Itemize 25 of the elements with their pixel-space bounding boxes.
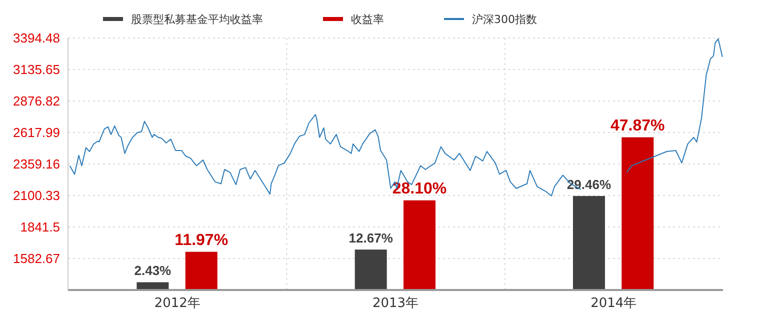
- data-label: 2.43%: [134, 263, 172, 278]
- y-tick-label: 3394.48: [13, 30, 60, 46]
- x-tick-label: 2013年: [372, 296, 419, 312]
- y-tick-label: 1841.5: [20, 220, 60, 235]
- x-tick-label: 2012年: [154, 296, 200, 312]
- y-tick-label: 2100.33: [13, 188, 60, 204]
- bar: [354, 250, 387, 290]
- y-tick-label: 2876.82: [13, 94, 60, 109]
- legend-label: 收益率: [351, 12, 384, 26]
- data-label: 28.10%: [392, 180, 447, 198]
- x-tick-label: 2014年: [590, 296, 637, 312]
- bar: [404, 200, 436, 290]
- y-tick-label: 1582.67: [13, 251, 60, 266]
- bar: [136, 282, 169, 290]
- bar: [185, 252, 218, 290]
- data-label: 12.67%: [348, 230, 394, 246]
- legend-label: 沪深300指数: [472, 12, 537, 26]
- y-tick-label: 2359.16: [13, 156, 60, 172]
- y-tick-label: 2617.99: [13, 125, 60, 140]
- y-tick-label: 3135.65: [13, 62, 60, 78]
- bar: [622, 137, 654, 290]
- bar: [572, 196, 605, 290]
- data-label: 47.87%: [610, 117, 665, 134]
- legend-label: 股票型私募基金平均收益率: [131, 12, 263, 26]
- data-label: 11.97%: [174, 232, 228, 249]
